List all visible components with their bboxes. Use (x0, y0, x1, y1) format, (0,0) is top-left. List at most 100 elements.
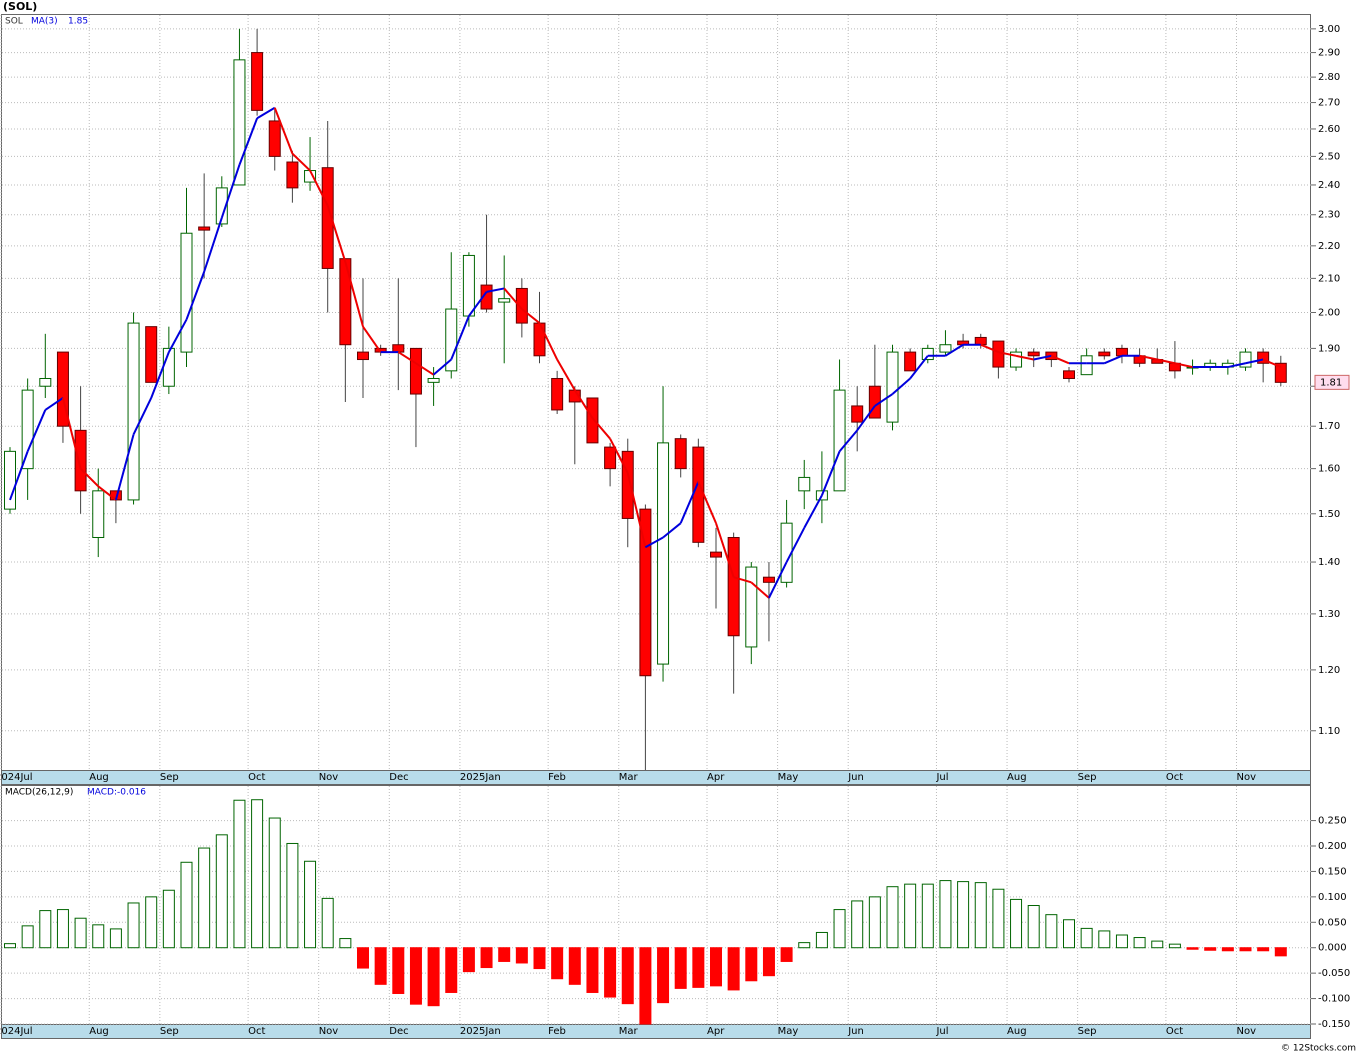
x-tick-label: Mar (619, 1026, 639, 1037)
ma-segment (538, 322, 559, 360)
macd-bar (498, 947, 511, 962)
macd-value: MACD:-0.016 (87, 788, 146, 798)
candle-body (1010, 351, 1023, 368)
macd-bar (215, 834, 228, 949)
ma-segment (820, 450, 841, 496)
macd-bar (127, 902, 140, 949)
macd-bar (304, 860, 317, 949)
macd-bar (657, 947, 670, 1004)
x-tick-label: 2024Jul (0, 772, 33, 783)
ma-segment (573, 389, 594, 419)
macd-bar (833, 909, 846, 949)
macd-bar (762, 947, 775, 977)
y-tick-label: 0.050 (1318, 917, 1347, 928)
ma-segment (1157, 358, 1176, 365)
macd-bar (586, 947, 599, 993)
footer: © 12Stocks.com (1281, 1044, 1356, 1054)
y-tick-label: 1.70 (1318, 421, 1340, 432)
macd-bar (374, 947, 387, 985)
ma-segment (132, 397, 153, 435)
y-tick-label: -0.050 (1318, 968, 1350, 979)
ma-segment (521, 308, 541, 324)
x-tick-label: Dec (389, 772, 408, 783)
candle-body (39, 377, 52, 387)
candle-body (515, 287, 528, 324)
macd-bar (886, 886, 899, 949)
ma-segment (150, 351, 170, 399)
last-price-box (1314, 374, 1350, 390)
ma-segment (167, 319, 188, 353)
x-tick-label: Mar (619, 772, 639, 783)
macd-bar (1080, 927, 1093, 949)
macd-bar (1239, 947, 1252, 952)
candle-body (462, 254, 475, 317)
y-tick-label: 2.90 (1318, 48, 1340, 59)
macd-bar (286, 842, 299, 949)
macd-bar (851, 900, 864, 949)
candle-body (498, 298, 511, 303)
ma-segment (1245, 358, 1264, 365)
ma-segment (344, 261, 364, 327)
candle-body (409, 347, 422, 395)
legend-entry: MA(3) (31, 17, 58, 27)
legend-symbol: SOL (5, 17, 23, 27)
ma-segment (998, 351, 1017, 357)
macd-bar (692, 947, 705, 988)
candle-body (657, 442, 670, 665)
macd-bar (815, 931, 828, 949)
macd-bar (392, 947, 405, 994)
candle-body (321, 167, 334, 269)
x-tick-label: Apr (707, 1026, 725, 1037)
ma-segment (1050, 354, 1070, 365)
candle-body (533, 322, 546, 357)
y-tick-label: 2.60 (1318, 124, 1340, 135)
candle-body (1027, 351, 1040, 357)
y-tick-label: 1.40 (1318, 557, 1340, 568)
candle-body (215, 187, 228, 225)
macd-bar (1010, 898, 1023, 949)
x-tick-label: Jul (935, 772, 948, 783)
y-tick-label: 0.250 (1318, 816, 1347, 827)
macd-bar (727, 947, 740, 991)
candle-body (4, 450, 16, 510)
ma-segment (503, 287, 523, 310)
candle-body (445, 308, 458, 372)
y-tick-label: 0.100 (1318, 892, 1347, 903)
macd-bar (109, 928, 122, 949)
ma-segment (1262, 358, 1282, 368)
candle-body (268, 120, 281, 157)
x-tick-label: Oct (1166, 1026, 1183, 1037)
macd-bar (92, 924, 105, 949)
ma-segment (309, 170, 329, 207)
ma-segment (326, 205, 347, 263)
candle-body (357, 351, 369, 361)
macd-bar (604, 947, 617, 998)
macd-bar (780, 947, 793, 962)
ma-segment (591, 417, 611, 440)
candle-body (762, 576, 775, 583)
ma-segment (838, 429, 858, 452)
candle-body (1115, 347, 1128, 357)
macd-bar (1186, 947, 1199, 950)
macd-bar (904, 883, 917, 949)
candle-body (1063, 370, 1075, 379)
candle-body (233, 59, 246, 186)
y-tick-label: 0.000 (1318, 943, 1347, 954)
x-tick-label: 2024Jul (0, 1026, 33, 1037)
x-tick-label: Feb (548, 1026, 566, 1037)
x-tick-label: Nov (1237, 1026, 1257, 1037)
macd-bar (1027, 905, 1040, 949)
candle-body (1239, 351, 1252, 368)
x-tick-label: Aug (1007, 772, 1027, 783)
x-tick-label: 2025Jan (460, 1026, 501, 1037)
candle-body (833, 389, 846, 492)
x-tick-label: Feb (548, 772, 566, 783)
candle-body (904, 351, 917, 372)
ma-segment (715, 522, 735, 578)
ma-segment (1174, 362, 1193, 369)
macd-bar (409, 947, 422, 1005)
candle-body (921, 347, 934, 361)
candle-body (851, 405, 864, 423)
macd-bar (145, 896, 158, 949)
